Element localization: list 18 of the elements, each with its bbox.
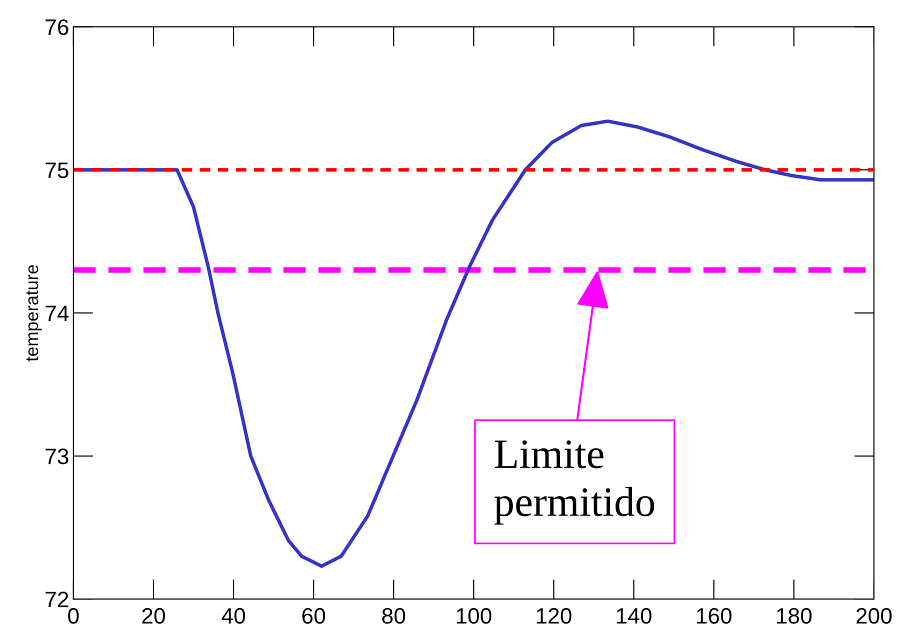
y-tick-label: 75 [46,162,68,178]
x-tick-label: 40 [222,608,246,624]
y-tick-label: 76 [46,19,68,36]
x-tick-label: 160 [696,608,732,624]
y-tick-label: 72 [46,592,68,608]
x-tick-label: 140 [616,608,652,624]
x-tick-label: 200 [856,608,892,624]
x-tick-label: 80 [382,608,406,624]
x-tick-label: 0 [68,608,79,624]
x-tick-label: 180 [777,608,812,624]
y-axis-title: temperature [26,265,42,362]
x-tick-label: 20 [142,608,165,624]
x-tick-label: 100 [456,608,492,624]
x-tick-label: 120 [536,608,572,624]
annotation: Limite permitido [494,440,654,525]
y-tick-label: 73 [46,448,68,464]
y-tick-label: 74 [46,306,69,321]
x-tick-label: 60 [302,608,326,624]
